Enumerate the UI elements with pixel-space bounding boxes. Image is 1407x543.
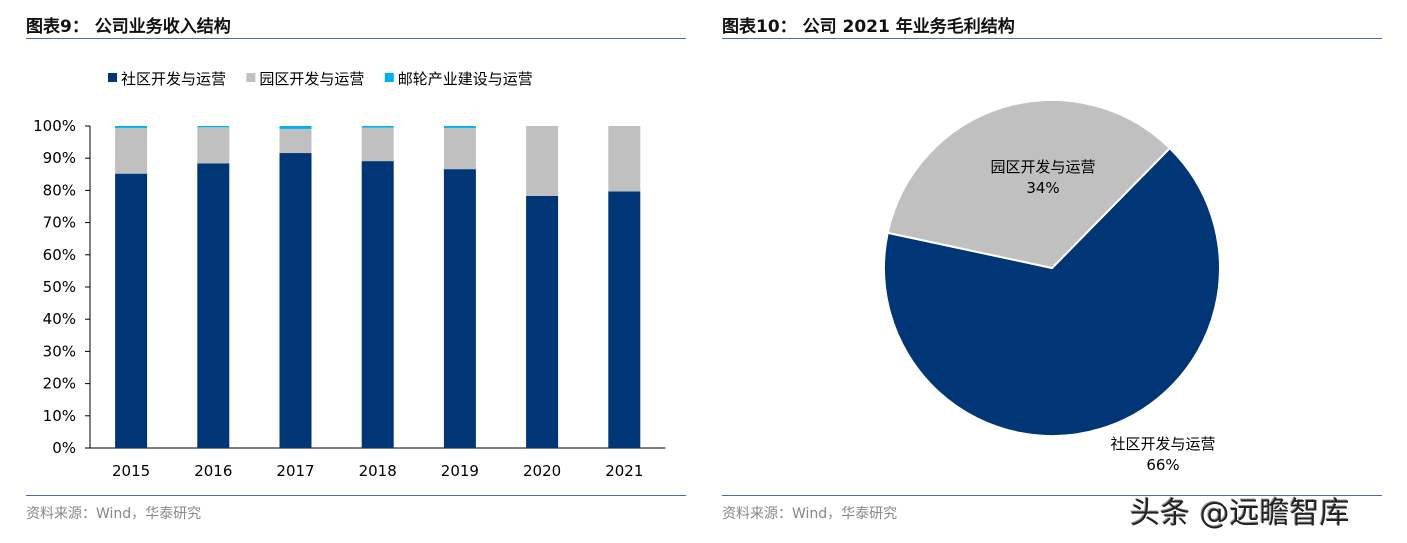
x-tick-label: 2021	[605, 462, 643, 480]
pie-slice	[886, 99, 1172, 270]
legend-label: 邮轮产业建设与运营	[398, 70, 533, 88]
x-tick-label: 2019	[441, 462, 479, 480]
pie-value: 66%	[1146, 456, 1179, 474]
pie-slice	[883, 146, 1221, 437]
bar-segment	[526, 126, 559, 196]
bar-segment	[443, 127, 476, 170]
watermark: 头条 @远瞻智库	[1130, 496, 1350, 531]
left-chart-title: 图表9： 公司业务收入结构	[26, 17, 231, 37]
y-tick-label: 50%	[43, 278, 76, 296]
pie-label: 社区开发与运营	[1110, 435, 1215, 453]
divider	[722, 38, 1382, 39]
y-tick-label: 100%	[33, 117, 76, 135]
legend-swatch	[246, 73, 256, 82]
y-tick-label: 40%	[43, 310, 76, 328]
bar-segment	[443, 126, 476, 128]
bar-segment	[443, 169, 476, 448]
pie-value: 34%	[1026, 179, 1059, 197]
bar-segment	[279, 153, 312, 448]
x-tick-label: 2017	[276, 462, 314, 480]
right-source: 资料来源：Wind，华泰研究	[722, 506, 898, 522]
legend-swatch	[108, 73, 117, 82]
left-source: 资料来源：Wind，华泰研究	[26, 506, 202, 522]
y-tick-label: 30%	[43, 342, 76, 360]
y-tick-label: 70%	[43, 214, 76, 232]
y-tick-label: 20%	[43, 375, 76, 393]
bar-segment	[279, 128, 312, 154]
bar-segment	[115, 127, 148, 174]
divider	[722, 495, 1382, 496]
bar-segment	[608, 126, 641, 192]
bar-segment	[361, 161, 394, 448]
y-tick-label: 0%	[52, 439, 76, 457]
bar-segment	[361, 126, 394, 128]
bar-segment	[197, 163, 230, 449]
bar-segment	[115, 173, 148, 448]
bar-segment	[526, 195, 559, 448]
bar-segment	[279, 126, 312, 129]
bar-segment	[197, 126, 230, 128]
x-tick-label: 2018	[359, 462, 397, 480]
y-tick-label: 90%	[43, 149, 76, 167]
divider	[26, 495, 686, 496]
y-tick-label: 60%	[43, 246, 76, 264]
legend-label: 社区开发与运营	[121, 70, 226, 88]
bar-segment	[361, 127, 394, 162]
divider	[26, 38, 686, 39]
y-tick-label: 80%	[43, 181, 76, 199]
bar-segment	[197, 127, 230, 164]
pie-label: 园区开发与运营	[990, 158, 1095, 176]
y-tick-label: 10%	[43, 407, 76, 425]
right-chart-title: 图表10： 公司 2021 年业务毛利结构	[722, 17, 1015, 37]
bar-segment	[608, 191, 641, 448]
bar-segment	[115, 126, 148, 128]
x-tick-label: 2016	[194, 462, 232, 480]
x-tick-label: 2015	[112, 462, 150, 480]
legend-label: 园区开发与运营	[259, 70, 364, 88]
x-tick-label: 2020	[523, 462, 561, 480]
legend-swatch	[384, 73, 394, 82]
